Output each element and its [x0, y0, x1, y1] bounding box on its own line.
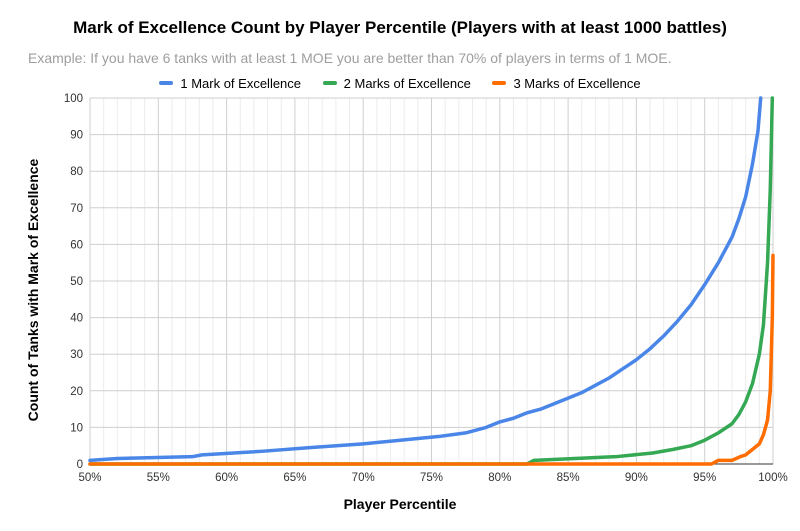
x-tick-label: 100% — [758, 472, 787, 484]
y-tick-label: 10 — [70, 422, 83, 434]
chart-legend: 1 Mark of Excellence 2 Marks of Excellen… — [0, 73, 800, 91]
legend-item-2-moe[interactable]: 2 Marks of Excellence — [322, 75, 471, 91]
y-tick-label: 0 — [77, 459, 83, 471]
x-axis-label: Player Percentile — [343, 496, 457, 512]
y-tick-label: 90 — [70, 130, 83, 142]
legend-swatch-3-moe — [492, 81, 507, 85]
chart-title: Mark of Excellence Count by Player Perce… — [73, 18, 727, 37]
legend-item-1-moe[interactable]: 1 Mark of Excellence — [159, 76, 301, 91]
y-tick-label: 50 — [70, 276, 83, 288]
y-tick-label: 40 — [70, 313, 83, 325]
chart-subtitle: Example: If you have 6 tanks with at lea… — [28, 50, 672, 66]
series-line-3-moe — [88, 253, 775, 466]
y-tick-label: 80 — [70, 166, 83, 178]
tick-labels: 50% 55% 60% 65% 70% 75% 80% 85% 90% 95% 100% 0 10 20 3… — [64, 93, 788, 484]
x-tick-label: 55% — [147, 472, 170, 484]
y-tick-label: 100 — [64, 93, 83, 105]
x-tick-label: 80% — [488, 472, 511, 484]
series-line-1-moe — [88, 96, 763, 463]
y-tick-label: 70 — [70, 203, 83, 215]
y-tick-label: 30 — [70, 349, 83, 361]
series-line-2-moe — [88, 96, 775, 466]
legend-item-3-moe[interactable]: 3 Marks of Excellence — [492, 75, 641, 91]
x-tick-label: 65% — [283, 472, 306, 484]
x-tick-label: 75% — [420, 472, 443, 484]
x-tick-label: 70% — [352, 472, 375, 484]
legend-swatch-2-moe — [322, 81, 337, 85]
x-tick-label: 95% — [693, 472, 716, 484]
series-lines — [88, 96, 775, 466]
grid-lines — [89, 97, 774, 465]
x-tick-label: 90% — [625, 472, 648, 484]
x-tick-label: 60% — [215, 472, 238, 484]
legend-label-1-moe: 1 Mark of Excellence — [180, 75, 302, 91]
x-tick-label: 50% — [78, 472, 101, 484]
legend-label-3-moe: 3 Marks of Excellence — [513, 75, 641, 91]
x-tick-label: 85% — [557, 472, 580, 484]
legend-label-2-moe: 2 Marks of Excellence — [343, 75, 471, 91]
legend-swatch-1-moe — [159, 81, 174, 85]
y-tick-label: 20 — [70, 386, 83, 398]
y-tick-label: 60 — [70, 239, 83, 251]
